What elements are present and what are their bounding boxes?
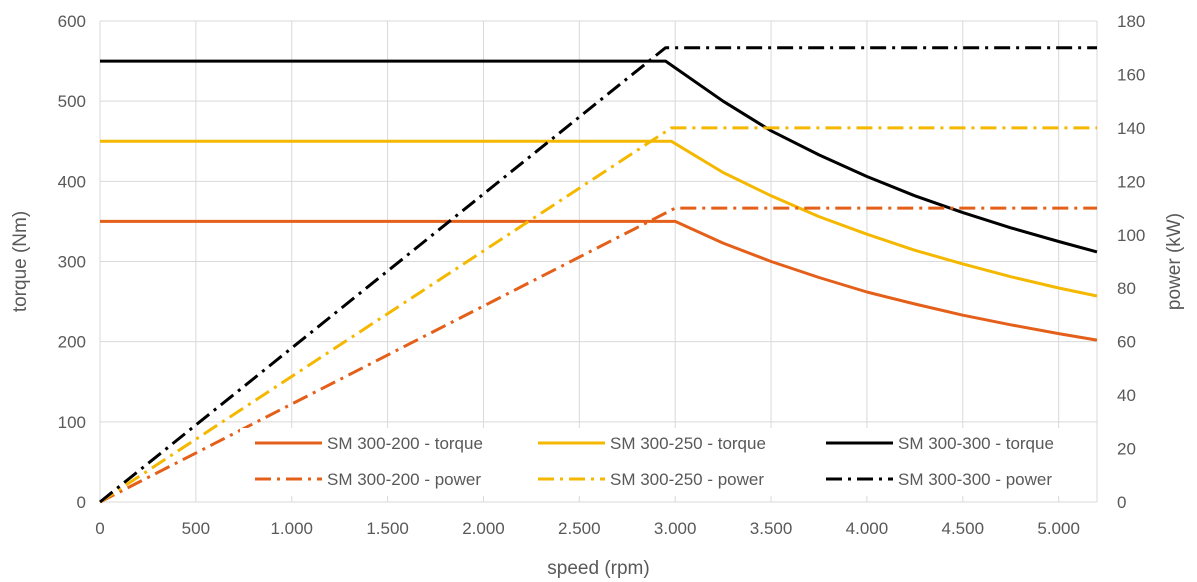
y2-tick-label: 140 (1117, 119, 1145, 138)
y2-tick-label: 60 (1117, 333, 1136, 352)
y-tick-label: 600 (58, 12, 86, 31)
x-tick-label: 500 (182, 519, 210, 538)
legend-label-1: SM 300-250 - torque (610, 434, 766, 453)
x-axis-title: speed (rpm) (547, 558, 649, 579)
grid (99, 20, 1098, 503)
y2-tick-label: 120 (1117, 172, 1145, 191)
y-tick-label: 100 (58, 413, 86, 432)
x-tick-label: 2.000 (462, 519, 505, 538)
legend-label-3: SM 300-200 - power (327, 470, 481, 489)
x-tick-label: 5.000 (1037, 519, 1080, 538)
legend-label-2: SM 300-300 - torque (898, 434, 1054, 453)
series-line-0 (100, 219, 1098, 342)
y-tick-label: 200 (58, 333, 86, 352)
x-tick-label: 2.500 (558, 519, 601, 538)
series-line-4 (99, 126, 1097, 504)
legend-background (240, 428, 1092, 496)
y-axis-title: torque (Nm) (10, 211, 31, 312)
y2-tick-label: 20 (1117, 440, 1136, 459)
y2-tick-label: 40 (1117, 386, 1136, 405)
series-line-2 (100, 59, 1098, 254)
x-tick-label: 1.500 (366, 519, 409, 538)
legend-label-4: SM 300-250 - power (610, 470, 764, 489)
series-lines (99, 46, 1098, 504)
y2-tick-label: 180 (1117, 12, 1145, 31)
x-tick-label: 1.000 (270, 519, 313, 538)
y-tick-label: 500 (58, 92, 86, 111)
x-tick-label: 0 (95, 519, 104, 538)
x-tick-label: 3.500 (750, 519, 793, 538)
y-tick-label: 400 (58, 172, 86, 191)
y2-tick-label: 160 (1117, 65, 1145, 84)
series-line-5 (99, 46, 1097, 504)
legend: SM 300-200 - torque SM 300-250 - torque SM… (240, 428, 1092, 496)
x-tick-label: 4.500 (942, 519, 985, 538)
y2-tick-label: 80 (1117, 279, 1136, 298)
y-tick-label: 0 (77, 493, 86, 512)
series-line-1 (100, 139, 1098, 298)
x-tick-label: 3.000 (654, 519, 697, 538)
legend-label-0: SM 300-200 - torque (327, 434, 483, 453)
y2-tick-label: 100 (1117, 226, 1145, 245)
x-tick-label: 4.000 (846, 519, 889, 538)
y2-tick-label: 0 (1117, 493, 1126, 512)
legend-label-5: SM 300-300 - power (898, 470, 1052, 489)
y2-axis-title: power (kW) (1164, 213, 1185, 310)
y-tick-label: 300 (58, 253, 86, 272)
